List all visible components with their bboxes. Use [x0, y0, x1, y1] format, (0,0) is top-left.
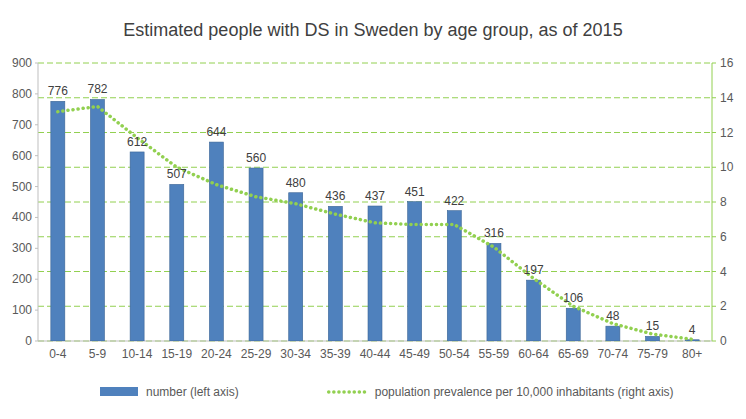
- y2-tick: [712, 271, 716, 272]
- y2-tick: [712, 167, 716, 168]
- x-tick-label: 30-34: [280, 347, 311, 361]
- data-label: 48: [606, 309, 620, 323]
- y-tick-label: 500: [12, 180, 32, 194]
- y-axis: [38, 63, 39, 341]
- bar: [527, 280, 541, 341]
- x-tick-label: 40-44: [360, 347, 391, 361]
- data-label: 4: [689, 323, 696, 337]
- x-tick-label: 60-64: [518, 347, 549, 361]
- y-tick-label: 600: [12, 149, 32, 163]
- y2-tick-label: 12: [720, 126, 734, 140]
- x-tick-label: 0-4: [49, 347, 67, 361]
- data-label: 15: [646, 319, 660, 333]
- bar: [51, 101, 65, 341]
- bar: [130, 152, 144, 341]
- x-tick-label: 75-79: [637, 347, 668, 361]
- bar: [646, 336, 660, 341]
- y2-tick-label: 4: [720, 265, 727, 279]
- title: Estimated people with DS in Sweden by ag…: [123, 20, 622, 40]
- bar: [289, 193, 303, 341]
- y-tick-label: 200: [12, 272, 32, 286]
- bar: [209, 142, 223, 341]
- legend-swatch: [329, 390, 367, 394]
- y-tick-label: 100: [12, 303, 32, 317]
- grid-line: [38, 97, 712, 98]
- data-label: 776: [48, 84, 68, 98]
- bar: [368, 206, 382, 341]
- data-label: 316: [484, 226, 504, 240]
- data-label: 451: [405, 185, 425, 199]
- x-tick-label: 20-24: [201, 347, 232, 361]
- x-tick-label: 45-49: [399, 347, 430, 361]
- bar: [447, 211, 461, 341]
- data-label: 507: [167, 167, 187, 181]
- y-tick-label: 300: [12, 241, 32, 255]
- data-label: 106: [563, 291, 583, 305]
- legend-label: population prevalence per 10,000 inhabit…: [375, 385, 674, 399]
- y2-tick: [712, 63, 716, 64]
- grid-line: [38, 132, 712, 133]
- y-tick-label: 800: [12, 87, 32, 101]
- y-tick-label: 0: [25, 334, 32, 348]
- legend: number (left axis) population prevalence …: [100, 385, 674, 399]
- y-tick-label: 700: [12, 118, 32, 132]
- y2-tick-label: 6: [720, 230, 727, 244]
- data-label: 560: [246, 151, 266, 165]
- y2-tick-label: 16: [720, 56, 734, 70]
- data-label: 782: [87, 82, 107, 96]
- y-tick-label: 400: [12, 210, 32, 224]
- data-label: 612: [127, 135, 147, 149]
- bar: [408, 202, 422, 341]
- y-tick-label: 900: [12, 56, 32, 70]
- data-label: 436: [325, 189, 345, 203]
- bar: [487, 243, 501, 341]
- y2-tick-label: 14: [720, 91, 734, 105]
- x-tick-label: 35-39: [320, 347, 351, 361]
- x-tick-label: 70-74: [598, 347, 629, 361]
- data-label: 437: [365, 189, 385, 203]
- x-tick-label: 65-69: [558, 347, 589, 361]
- data-label: 480: [286, 176, 306, 190]
- x-tick-label: 10-14: [122, 347, 153, 361]
- data-label: 197: [524, 263, 544, 277]
- x-tick-label: 55-59: [479, 347, 510, 361]
- chart: Estimated people with DS in Sweden by ag…: [0, 0, 746, 419]
- y2-tick: [712, 341, 716, 342]
- y2-tick: [712, 202, 716, 203]
- data-label: 422: [444, 194, 464, 208]
- y2-tick: [712, 306, 716, 307]
- y2-tick-label: 8: [720, 195, 727, 209]
- y2-tick-label: 10: [720, 160, 734, 174]
- x-tick-label: 50-54: [439, 347, 470, 361]
- y2-tick-label: 0: [720, 334, 727, 348]
- y2-axis: [712, 63, 713, 341]
- y2-tick: [712, 132, 716, 133]
- line: [58, 106, 692, 339]
- x-tick-label: 15-19: [161, 347, 192, 361]
- data-label: 644: [206, 125, 226, 139]
- y2-tick: [712, 236, 716, 237]
- y2-tick-label: 2: [720, 299, 727, 313]
- y2-tick: [712, 97, 716, 98]
- bar: [566, 308, 580, 341]
- x-tick-label: 5-9: [89, 347, 107, 361]
- bar: [606, 326, 620, 341]
- bar: [90, 99, 104, 341]
- legend-swatch: [100, 387, 138, 396]
- bar: [328, 206, 342, 341]
- data-labels: 776 782 612 507 644 560 480 436 437 451 422 316 197 1…: [48, 82, 696, 336]
- x-tick-label: 80+: [682, 347, 702, 361]
- legend-label: number (left axis): [146, 385, 239, 399]
- x-tick-label: 25-29: [241, 347, 272, 361]
- grid-line: [38, 63, 712, 64]
- plot-area: [51, 99, 699, 341]
- bar: [170, 184, 184, 341]
